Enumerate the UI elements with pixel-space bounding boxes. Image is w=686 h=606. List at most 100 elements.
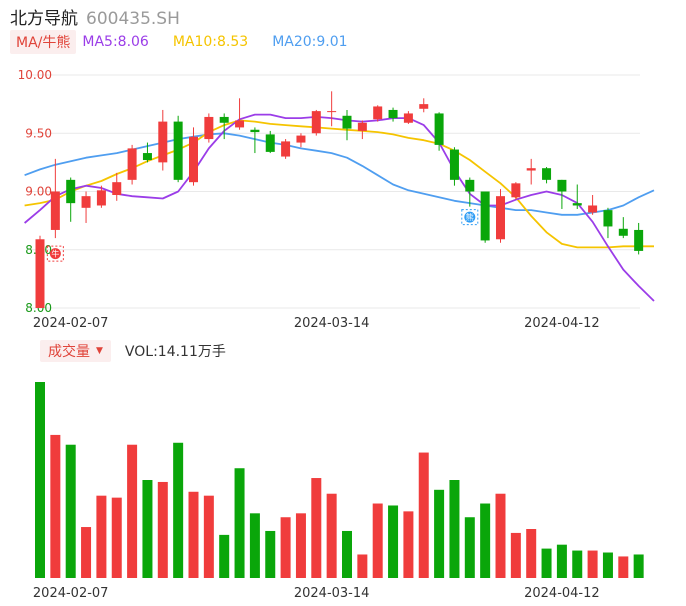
signal-markers: 牛熊 (46, 209, 479, 262)
candle-body (465, 179, 475, 192)
candle-body (35, 239, 45, 308)
volume-bar (388, 505, 399, 578)
caret-down-icon: ▼ (96, 346, 103, 356)
volume-bar (449, 480, 460, 578)
stock-name: 北方导航 (10, 9, 78, 29)
date-axis-top: 2024-02-07 2024-03-14 2024-04-12 (33, 316, 600, 331)
candle-body (357, 122, 367, 131)
y-tick-label: 10.00 (18, 68, 52, 82)
candle-body (434, 113, 444, 145)
x-tick-label: 2024-02-07 (33, 316, 109, 331)
volume-bar (526, 529, 537, 578)
x-tick-label: 2024-03-14 (294, 586, 370, 601)
price-axis: 10.009.509.008.508.00 (18, 68, 52, 315)
candle-body (265, 134, 275, 152)
volume-bar (434, 489, 445, 578)
candle-body (96, 190, 106, 206)
candle-body (634, 229, 644, 251)
volume-bar (265, 530, 276, 578)
ma-legend: MA/牛熊 MA5:8.06 MA10:8.53 MA20:9.01 (10, 30, 372, 54)
volume-bar (96, 495, 107, 578)
volume-bar (65, 444, 76, 578)
volume-bar (35, 382, 45, 578)
volume-legend: 成交量 ▼ VOL:14.11万手 (40, 340, 226, 362)
volume-bar (480, 503, 491, 578)
candle-body (219, 116, 229, 123)
volume-bar (464, 517, 475, 578)
candle-body (542, 168, 552, 180)
candle-body (112, 182, 122, 195)
candle-body (327, 111, 337, 113)
candles (35, 91, 644, 308)
volume-bar (111, 497, 122, 578)
candle-body (557, 179, 567, 192)
ma-mode-button[interactable]: MA/牛熊 (10, 30, 77, 54)
candle-body (50, 191, 60, 230)
candle-body (204, 116, 214, 140)
date-axis-bottom: 2024-02-07 2024-03-14 2024-04-12 (33, 586, 600, 601)
volume-bar (403, 511, 414, 578)
volume-bar (556, 544, 567, 578)
candle-body (618, 228, 628, 236)
x-tick-label: 2024-04-12 (524, 586, 600, 601)
candle-body (173, 121, 183, 180)
candle-body (449, 149, 459, 180)
volume-bar (418, 452, 429, 578)
candle-body (603, 210, 613, 227)
volume-bar (81, 527, 92, 578)
candle-body (342, 115, 352, 129)
signal-marker-badge (464, 211, 476, 223)
volume-bar (188, 491, 199, 578)
candle-body (419, 104, 429, 109)
volume-bar (618, 556, 629, 578)
volume-bar (633, 554, 644, 578)
ma5-line-group (24, 113, 655, 302)
ma5-line (24, 113, 655, 302)
stock-title: 北方导航 600435.SH (10, 4, 180, 29)
candle-body (189, 136, 198, 183)
volume-bar (357, 554, 368, 578)
candle-body (572, 203, 582, 206)
candle-body (373, 106, 383, 120)
candle-body (526, 168, 536, 171)
signal-marker-label: 熊 (466, 212, 474, 222)
candle-body (311, 111, 321, 134)
candle-body (66, 179, 76, 204)
candle-body (250, 129, 260, 133)
volume-bar (234, 468, 245, 578)
ma10-label: MA10:8.53 (172, 34, 249, 50)
y-tick-label: 9.00 (25, 185, 52, 199)
volume-bar (295, 513, 306, 578)
x-tick-label: 2024-04-12 (524, 316, 600, 331)
volume-bar (219, 534, 230, 578)
candle-body (403, 113, 413, 123)
volume-bar (495, 493, 506, 578)
volume-bar (572, 550, 583, 578)
candle-body (81, 196, 91, 208)
ma20-label: MA20:9.01 (272, 34, 348, 50)
volume-bar (173, 442, 184, 578)
candle-body (281, 141, 291, 157)
signal-marker-frame (46, 245, 64, 262)
candle-body (296, 135, 306, 143)
candle-body (496, 196, 505, 240)
signal-marker-badge (49, 248, 61, 260)
candle-body (235, 120, 245, 128)
volume-bar (50, 434, 61, 578)
volume-bar (203, 495, 214, 578)
volume-mode-label: 成交量 (48, 344, 90, 360)
y-tick-label: 9.50 (25, 126, 52, 140)
candle-body (127, 148, 137, 180)
candle-body (388, 109, 398, 119)
volume-value: VOL:14.11万手 (124, 344, 226, 360)
volume-bar (510, 532, 521, 578)
volume-bar (541, 548, 552, 578)
volume-bar (127, 444, 138, 578)
volume-mode-button[interactable]: 成交量 ▼ (40, 340, 111, 362)
candle-body (480, 191, 490, 241)
volume-bar (372, 503, 383, 578)
price-grid (30, 74, 640, 309)
volume-bar (326, 493, 337, 578)
stock-code: 600435.SH (86, 9, 180, 29)
